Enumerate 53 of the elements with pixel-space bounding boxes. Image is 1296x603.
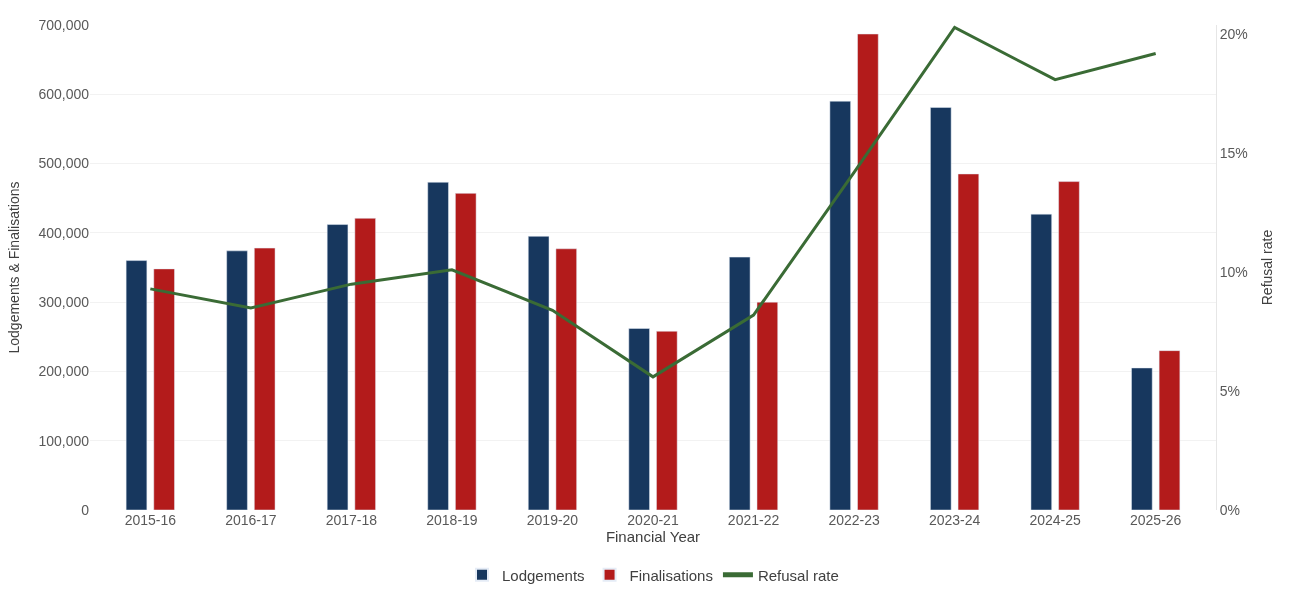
line-series <box>148 25 1158 379</box>
x-tick-label: 2021-22 <box>727 512 780 528</box>
bar <box>729 256 751 510</box>
y-tick-label: 700,000 <box>38 16 90 33</box>
x-tick-label: 2024-25 <box>1029 512 1082 528</box>
x-tick-label: 2020-21 <box>627 512 679 528</box>
bar <box>1058 181 1080 510</box>
bar <box>756 301 778 510</box>
y-tick-label: 0 <box>81 501 90 518</box>
x-axis-title: Financial Year <box>605 528 701 545</box>
bar <box>326 224 349 510</box>
bar <box>628 328 650 510</box>
bar <box>829 100 851 510</box>
bar <box>1131 367 1153 510</box>
x-tick-label: 2017-18 <box>325 512 378 528</box>
y-tick-label: 100,000 <box>38 432 90 449</box>
x-tick-label: 2025-26 <box>1129 512 1182 528</box>
y-axis-title: Lodgements & Finalisations <box>5 181 22 354</box>
bar <box>1030 213 1052 510</box>
y2-tick-label: 10% <box>1219 264 1248 281</box>
x-tick-label: 2019-20 <box>526 512 579 528</box>
bar <box>354 218 376 510</box>
bar <box>254 247 276 510</box>
y2-tick-label: 5% <box>1219 383 1241 400</box>
bar <box>528 236 550 510</box>
legend-label: Lodgements <box>502 566 585 584</box>
bar <box>125 260 148 510</box>
bar <box>455 193 477 510</box>
y2-axis-title: Refusal rate <box>1259 229 1276 306</box>
x-tick-label: 2023-24 <box>928 512 981 528</box>
y-tick-label: 600,000 <box>38 86 90 103</box>
y-tick-label: 400,000 <box>38 224 90 241</box>
y2-tick-label: 0% <box>1219 501 1241 518</box>
y-tick-label: 300,000 <box>38 294 90 311</box>
x-tick-label: 2016-17 <box>225 512 277 528</box>
bar <box>427 182 449 510</box>
x-tick-label: 2015-16 <box>124 512 177 528</box>
y2-tick-label: 20% <box>1219 26 1248 43</box>
bar <box>226 250 248 510</box>
bar <box>857 33 879 510</box>
x-tick-label: 2022-23 <box>828 512 880 528</box>
legend-label: Refusal rate <box>757 566 839 584</box>
bar <box>656 330 678 510</box>
bar <box>1158 350 1181 510</box>
bar <box>930 107 952 510</box>
legend-label: Finalisations <box>629 566 713 584</box>
bar <box>555 248 577 510</box>
bar <box>957 173 980 510</box>
y2-tick-label: 15% <box>1219 145 1248 162</box>
x-tick-label: 2018-19 <box>426 512 478 528</box>
bar <box>153 268 175 510</box>
y-tick-label: 200,000 <box>38 363 90 380</box>
y-tick-label: 500,000 <box>38 155 90 172</box>
